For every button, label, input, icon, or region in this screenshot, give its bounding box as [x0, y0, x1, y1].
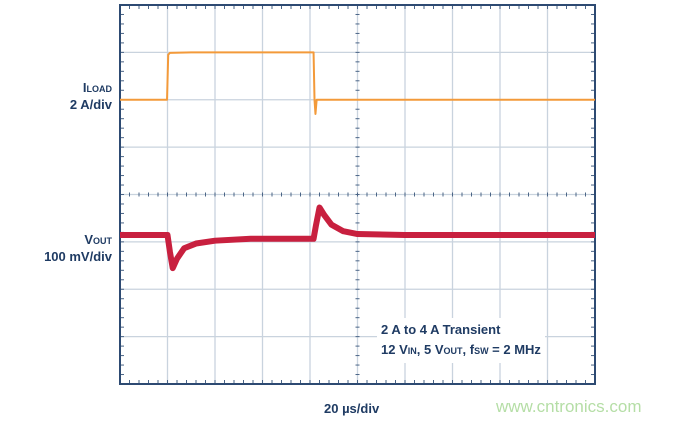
- series-vout: [120, 204, 595, 272]
- series-iload: [120, 51, 595, 115]
- plot-border: [119, 4, 596, 385]
- iload-label: ILOAD 2 A/div: [69, 80, 112, 112]
- vout-label: VOUT 100 mV/div: [44, 232, 112, 264]
- watermark: www.cntronics.com: [496, 397, 642, 416]
- x-axis-label: 20 µs/div: [324, 401, 380, 416]
- annotation: 2 A to 4 A Transient 12 VIN, 5 VOUT, fSW …: [377, 318, 545, 363]
